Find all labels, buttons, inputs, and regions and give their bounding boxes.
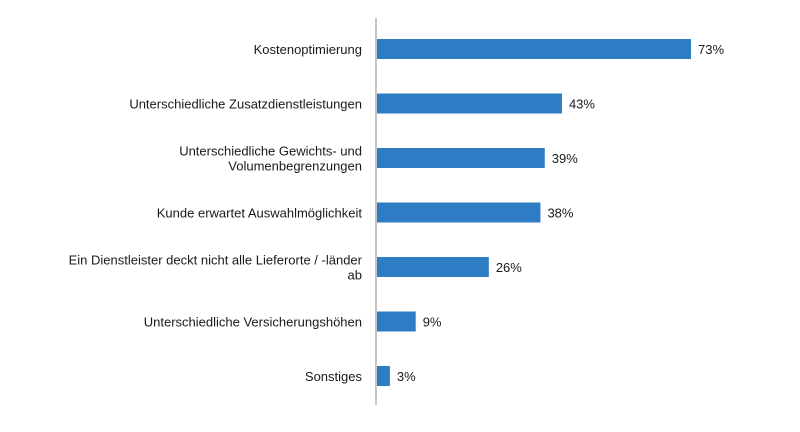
bar xyxy=(377,257,489,277)
value-label: 9% xyxy=(423,315,442,330)
value-label: 73% xyxy=(698,42,724,57)
category-label-line: Unterschiedliche Zusatzdienstleistungen xyxy=(129,97,362,112)
category-labels-group: Kostenoptimierung Unterschiedliche Zusatz… xyxy=(69,42,363,384)
category-label-line: Ein Dienstleister deckt nicht alle Liefe… xyxy=(69,253,363,268)
value-label: 39% xyxy=(552,151,578,166)
category-label: Ein Dienstleister deckt nicht alle Liefe… xyxy=(69,253,363,283)
category-label: Unterschiedliche Gewichts- und Volumenbeg… xyxy=(179,144,362,174)
category-label-line: Kostenoptimierung xyxy=(254,42,362,57)
category-label-line: Unterschiedliche Gewichts- und xyxy=(179,144,362,159)
bar xyxy=(377,93,562,114)
category-label-line: Volumenbegrenzungen xyxy=(228,159,362,174)
category-label: Unterschiedliche Versicherungshöhen xyxy=(144,315,362,330)
bar xyxy=(377,366,390,386)
category-label-line: Sonstiges xyxy=(305,369,363,384)
bars-group xyxy=(377,39,691,386)
bar xyxy=(377,202,541,223)
bar xyxy=(377,39,691,59)
category-label-line: ab xyxy=(348,268,362,283)
bar xyxy=(377,148,545,168)
value-label: 3% xyxy=(397,369,416,384)
value-labels-group: 73% 43% 39% 38% 26% 9% 3% xyxy=(397,42,725,384)
bar xyxy=(377,311,416,332)
value-label: 38% xyxy=(547,206,573,221)
category-label: Unterschiedliche Zusatzdienstleistungen xyxy=(129,97,362,112)
category-label-line: Kunde erwartet Auswahlmöglichkeit xyxy=(157,206,363,221)
value-label: 43% xyxy=(569,97,595,112)
value-label: 26% xyxy=(496,260,522,275)
category-label: Sonstiges xyxy=(305,369,363,384)
category-label-line: Unterschiedliche Versicherungshöhen xyxy=(144,315,362,330)
category-label: Kostenoptimierung xyxy=(254,42,362,57)
category-label: Kunde erwartet Auswahlmöglichkeit xyxy=(157,206,363,221)
